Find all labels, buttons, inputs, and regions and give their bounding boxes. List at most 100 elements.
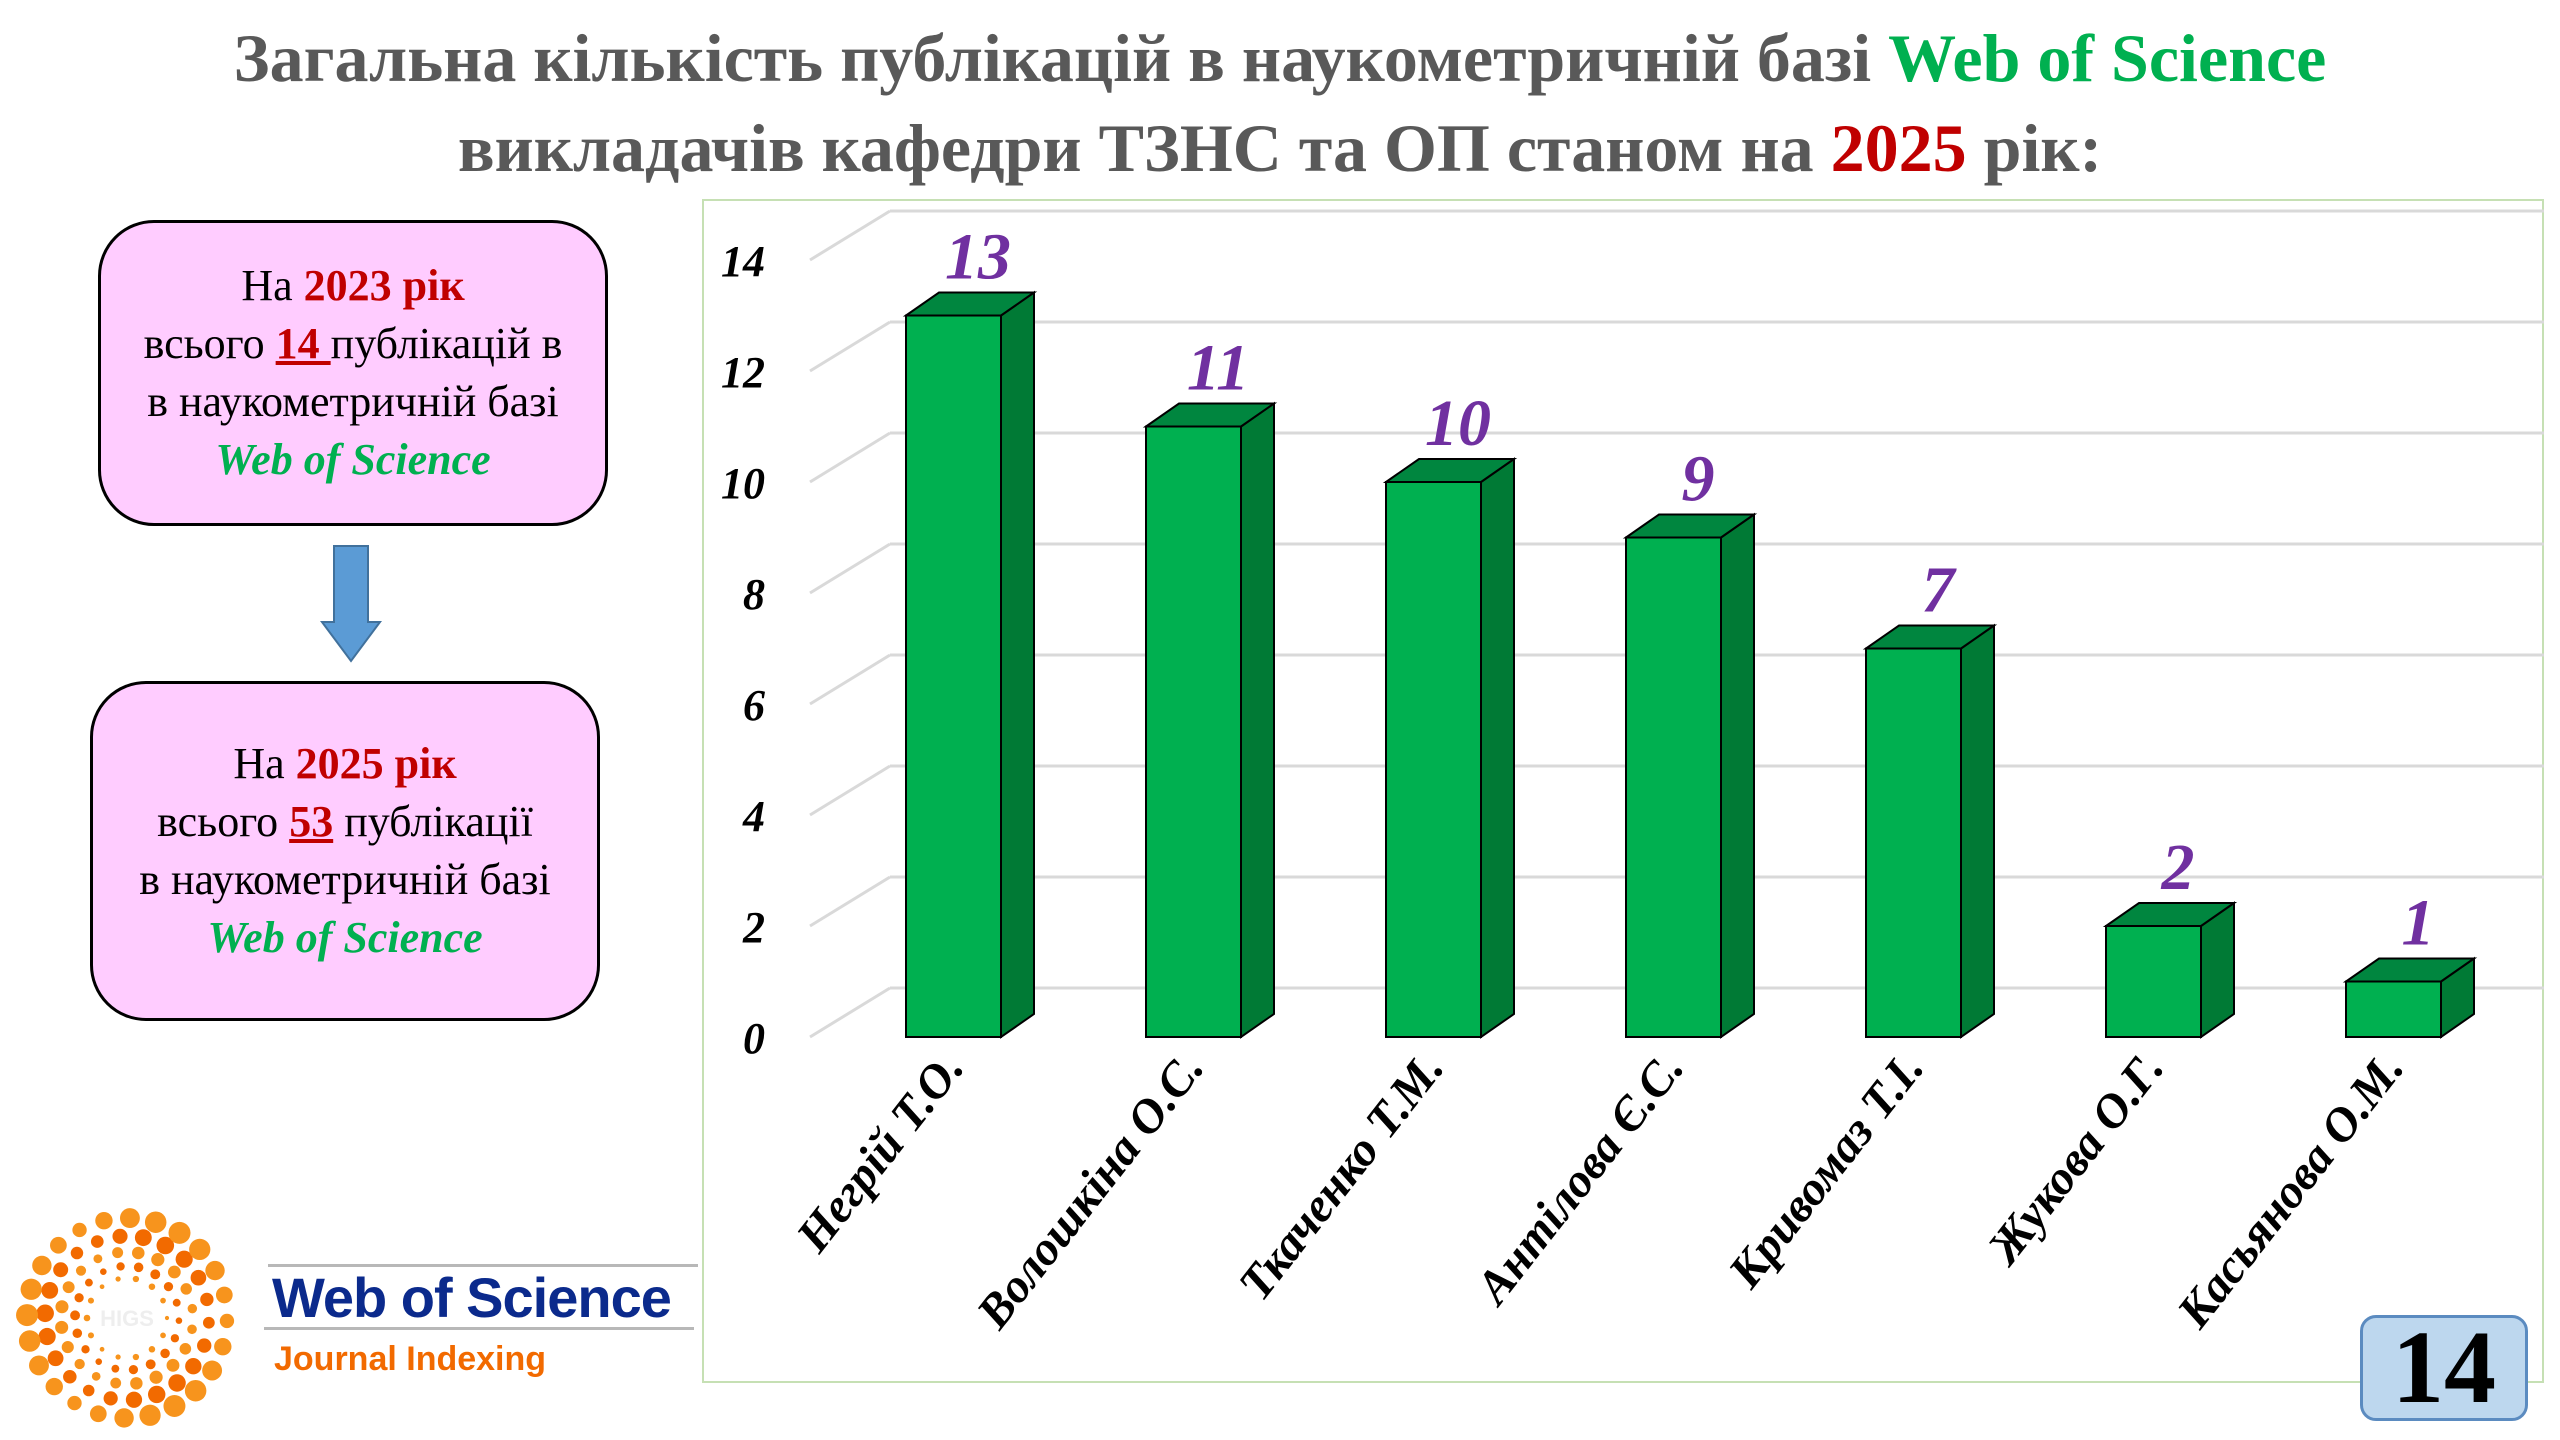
page-number: 14 [2360, 1315, 2528, 1421]
logo-dot [41, 1282, 59, 1299]
logo-dot [160, 1348, 170, 1359]
logo-dot [119, 1208, 140, 1228]
logo-dot [114, 1408, 134, 1428]
logo-dot [116, 1262, 125, 1271]
label: публікації [333, 797, 533, 846]
y-tick-label: 12 [721, 348, 765, 397]
x-tick-label: Негрій Т.О. [786, 1042, 975, 1262]
logo-dot [74, 1293, 84, 1303]
db-name: Web of Science [207, 913, 483, 962]
bar [2105, 925, 2202, 1038]
title-text: викладачів кафедри ТЗНС та ОП станом на [457, 110, 1831, 186]
label: публікацій в [330, 319, 563, 368]
logo-dot [160, 1297, 166, 1304]
x-tick-label: Касьянова О.М. [2166, 1042, 2414, 1338]
bar-side [1240, 401, 1275, 1039]
logo-dot [148, 1346, 156, 1353]
logo-dot [16, 1304, 39, 1327]
logo-dot [179, 1343, 192, 1355]
y-tick-label: 14 [721, 237, 765, 286]
logo-dot [95, 1358, 103, 1365]
y-tick-label: 8 [743, 570, 765, 619]
logo-dot [164, 1315, 170, 1321]
logo-dot [214, 1338, 232, 1356]
logo-dot [197, 1338, 212, 1353]
logo-dot [67, 1395, 82, 1411]
label: На [233, 739, 296, 788]
bar [905, 314, 1002, 1038]
logo-dot [61, 1341, 74, 1354]
bar [2345, 980, 2442, 1038]
summary-2025-box: На 2025 рік всього 53 публікації в науко… [90, 681, 600, 1021]
logo-dot [167, 1265, 181, 1279]
y-tick-label: 0 [743, 1014, 765, 1063]
logo-title: Web of Science [272, 1266, 672, 1329]
logo-dot [180, 1283, 192, 1295]
logo-dot [38, 1327, 56, 1346]
logo-dot [70, 1246, 84, 1260]
logo-dot [190, 1269, 207, 1286]
y-tick-label: 4 [742, 792, 765, 841]
logo-dot [172, 1298, 181, 1307]
x-tick-label: Ткаченко Т.М. [1228, 1042, 1454, 1310]
logo-dot [32, 1255, 52, 1276]
logo-dot [189, 1238, 211, 1261]
logo-dot [70, 1310, 81, 1321]
title-line-2: викладачів кафедри ТЗНС та ОП станом на … [0, 108, 2560, 188]
logo-dot [29, 1355, 49, 1376]
title-line-1: Загальна кількість публікацій в наукомет… [0, 18, 2560, 98]
logo-dot [103, 1391, 118, 1406]
logo-dot [110, 1377, 122, 1389]
logo-dot [47, 1350, 64, 1367]
bar [1865, 647, 1962, 1038]
logo-dot [166, 1358, 180, 1372]
logo-dot [36, 1304, 54, 1323]
logo-dot [163, 1282, 174, 1292]
logo-dot [132, 1246, 145, 1260]
y-tick-label: 2 [742, 903, 765, 952]
y-tick-label: 6 [743, 681, 765, 730]
logo-dot [62, 1281, 75, 1294]
logo-dot [87, 1297, 94, 1304]
logo-dot [130, 1377, 143, 1390]
logo-dot [148, 1283, 156, 1290]
gridline-diagonal [809, 764, 891, 817]
logo-dot [112, 1228, 128, 1244]
logo-dot [151, 1253, 165, 1267]
logo-tagline: Journal Indexing [274, 1340, 547, 1378]
gridline-diagonal [809, 986, 891, 1039]
x-tick-label: Кривомаз Т.І. [1718, 1042, 1935, 1298]
title-year: 2025 [1830, 110, 1967, 186]
logo-watermark: HIGS [100, 1306, 154, 1331]
label: На [241, 261, 304, 310]
logo-dot [150, 1269, 161, 1280]
logo-dot [81, 1345, 90, 1354]
title-wos: Web of Science [1888, 20, 2327, 96]
logo-dot [87, 1332, 94, 1339]
logo-dot [187, 1324, 197, 1335]
logo-dot [187, 1303, 198, 1314]
logo-dot [144, 1211, 167, 1233]
logo-dot [83, 1314, 91, 1322]
label: в наукометричній базі [139, 855, 551, 904]
gridline-diagonal [809, 542, 891, 595]
logo-dot [74, 1358, 85, 1370]
logo-dot [112, 1247, 124, 1259]
data-label: 9 [1682, 443, 1715, 516]
logo-dot [50, 1236, 67, 1254]
logo-dot [168, 1374, 186, 1392]
logo-dot [75, 1265, 87, 1276]
logo-dot [132, 1275, 140, 1283]
logo-dot [175, 1317, 183, 1324]
bar-side [1000, 290, 1035, 1039]
logo-dot [156, 1236, 175, 1255]
logo-dot [149, 1370, 163, 1384]
x-tick-label: Волошкіна О.С. [966, 1042, 1214, 1339]
count: 14 [275, 319, 331, 368]
logo-dot [99, 1346, 105, 1352]
logo-dot [100, 1268, 107, 1275]
logo-dot [90, 1235, 104, 1248]
gridline-diagonal [809, 653, 891, 706]
logo-dot [145, 1359, 156, 1370]
